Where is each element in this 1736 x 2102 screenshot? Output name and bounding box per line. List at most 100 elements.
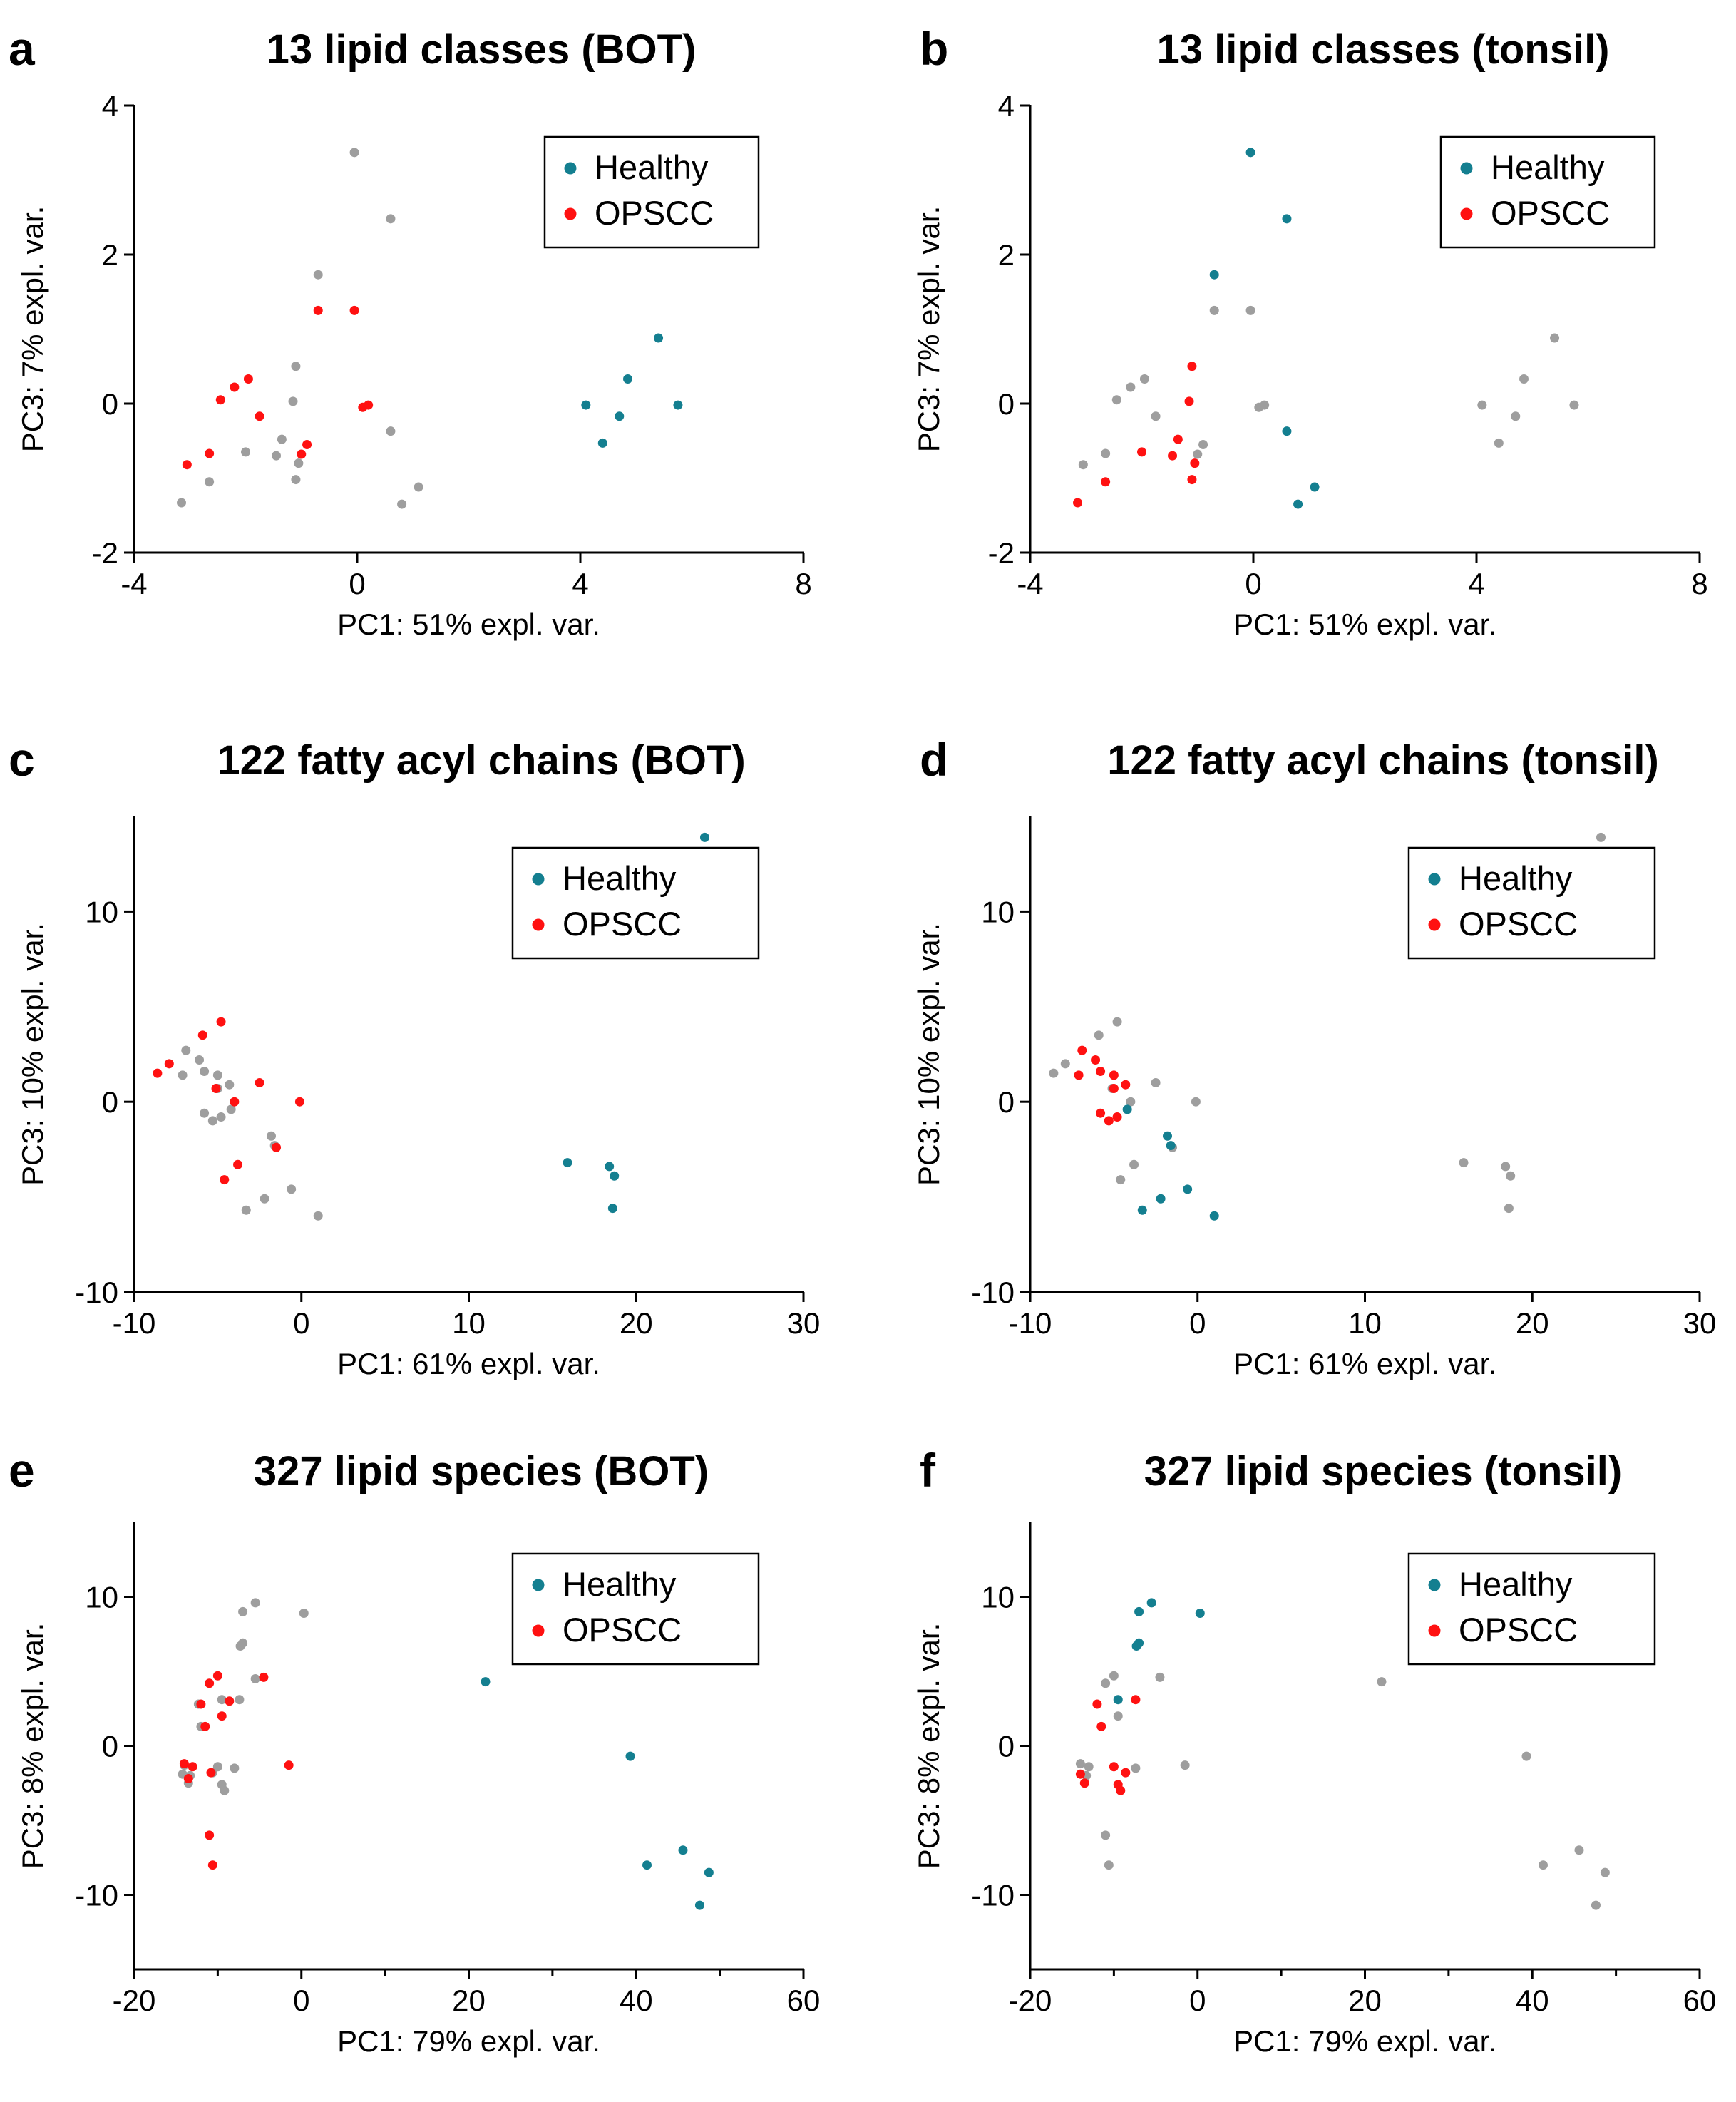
y-tick-label: -2	[92, 536, 118, 570]
data-point-other	[1131, 1763, 1141, 1773]
data-point-other	[1101, 1678, 1111, 1688]
data-point-opscc	[230, 382, 240, 392]
data-point-other	[386, 214, 396, 224]
legend: Healthy OPSCC	[1407, 846, 1656, 960]
data-point-other	[1109, 1671, 1119, 1681]
data-point-other	[1591, 1900, 1601, 1910]
legend-marker-opscc	[532, 918, 545, 931]
x-tick-label: -20	[113, 1984, 156, 2017]
data-point-other	[1504, 1204, 1514, 1214]
legend-label: OPSCC	[563, 1611, 682, 1649]
data-point-other	[1193, 449, 1203, 459]
data-point-other	[1126, 1097, 1136, 1107]
x-tick-label: 20	[1348, 1984, 1382, 2017]
data-point-opscc	[1079, 1778, 1089, 1788]
data-point-opscc	[206, 1768, 216, 1778]
legend-marker-healthy	[1428, 1579, 1441, 1591]
data-point-other	[205, 477, 215, 487]
x-tick-label: 30	[787, 1306, 821, 1340]
data-point-opscc	[220, 1175, 230, 1185]
panel-letter: f	[920, 1444, 936, 1497]
data-point-other	[241, 1205, 251, 1215]
data-point-opscc	[217, 1711, 227, 1721]
legend-label: OPSCC	[1459, 905, 1578, 943]
data-point-opscc	[1187, 475, 1197, 485]
data-point-opscc	[1112, 1112, 1122, 1122]
x-tick-label: 60	[787, 1984, 821, 2017]
data-point-other	[216, 1112, 226, 1122]
y-axis-label: PC3: 7% expl. var.	[16, 206, 49, 453]
y-tick-label: 10	[981, 1581, 1015, 1614]
data-point-other	[200, 1067, 210, 1077]
data-point-opscc	[1073, 498, 1083, 508]
legend-marker-healthy	[564, 162, 577, 175]
legend-label: Healthy	[1491, 148, 1605, 186]
data-point-opscc	[1109, 1070, 1119, 1080]
legend-label: Healthy	[1459, 859, 1573, 897]
x-tick-label: 4	[572, 567, 588, 600]
data-point-opscc	[207, 1860, 217, 1870]
data-point-other	[288, 396, 298, 406]
data-point-other	[217, 1695, 227, 1705]
x-tick-label: 8	[1691, 567, 1707, 600]
data-point-other	[1459, 1158, 1469, 1168]
data-point-opscc	[1077, 1045, 1087, 1055]
data-point-opscc	[1074, 1070, 1084, 1080]
data-point-other	[291, 475, 301, 485]
data-point-other	[178, 1070, 188, 1080]
data-point-opscc	[200, 1721, 210, 1731]
data-point-other	[414, 482, 423, 492]
data-point-other	[1260, 400, 1270, 410]
data-point-opscc	[1096, 1721, 1106, 1731]
panel-e: e 327 lipid species (BOT) -20 0 20 40 60 -10 0 10…	[9, 1444, 820, 2058]
data-point-opscc	[188, 1762, 197, 1772]
data-point-opscc	[255, 1078, 264, 1088]
data-point-other	[1101, 1830, 1111, 1840]
data-point-opscc	[1187, 362, 1197, 371]
legend-box	[1407, 846, 1656, 960]
x-axis-label: PC1: 79% expl. var.	[337, 2024, 600, 2058]
data-point-other	[1596, 832, 1606, 842]
panel-letter: e	[9, 1444, 35, 1497]
data-point-other	[1101, 448, 1111, 458]
data-point-opscc	[205, 1830, 215, 1840]
data-point-opscc	[215, 395, 225, 405]
data-point-opscc	[216, 1017, 226, 1027]
data-point-other	[294, 458, 304, 468]
data-point-other	[212, 1070, 222, 1080]
data-point-opscc	[349, 305, 359, 315]
data-point-opscc	[1109, 1762, 1119, 1772]
x-tick-label: 0	[293, 1306, 309, 1340]
data-point-other	[1198, 439, 1208, 449]
data-point-healthy	[615, 411, 625, 421]
data-point-opscc	[1104, 1116, 1114, 1126]
x-axis-label: PC1: 79% expl. var.	[1233, 2024, 1496, 2058]
data-point-healthy	[1122, 1104, 1132, 1114]
data-point-opscc	[1173, 434, 1183, 444]
data-point-opscc	[297, 449, 307, 459]
y-tick-label: -10	[75, 1276, 118, 1309]
data-point-opscc	[1121, 1768, 1131, 1778]
series-other	[1078, 305, 1579, 470]
data-point-other	[230, 1763, 240, 1773]
data-point-other	[207, 1116, 217, 1126]
y-tick-label: 0	[998, 1730, 1015, 1763]
legend: Healthy OPSCC	[511, 846, 760, 960]
panel-d: d 122 fatty acyl chains (tonsil) -10 0 10 20 3…	[912, 733, 1716, 1380]
chart-title: 13 lipid classes (tonsil)	[1157, 26, 1610, 73]
data-point-opscc	[1121, 1080, 1131, 1090]
data-point-other	[225, 1080, 235, 1090]
legend-marker-opscc	[1428, 1624, 1441, 1637]
data-point-other	[1550, 333, 1560, 343]
legend-label: OPSCC	[563, 905, 682, 943]
x-tick-label: -20	[1009, 1984, 1052, 2017]
data-point-other	[1113, 1711, 1123, 1721]
data-point-other	[397, 499, 407, 509]
y-tick-label: 10	[85, 1581, 118, 1614]
x-axis-label: PC1: 61% expl. var.	[337, 1347, 600, 1380]
x-tick-label: -4	[1017, 567, 1043, 600]
data-point-healthy	[673, 400, 683, 410]
legend-label: OPSCC	[595, 194, 714, 232]
chart-title: 13 lipid classes (BOT)	[267, 26, 697, 73]
data-point-other	[241, 447, 250, 457]
